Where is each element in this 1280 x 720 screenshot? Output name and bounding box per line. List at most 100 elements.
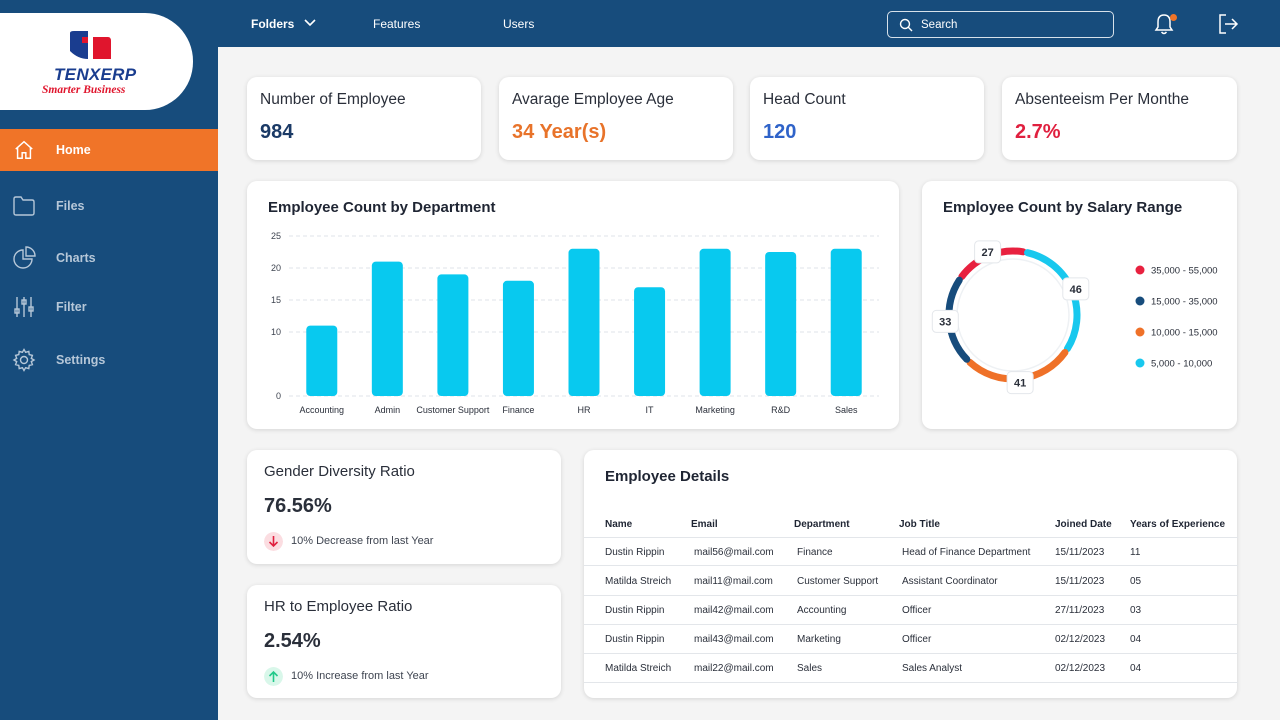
column-header[interactable]: Job Title [899,519,940,530]
cell-job-title: Head of Finance Department [902,547,1031,558]
x-tick-label: Accounting [300,405,345,415]
cell-name: Matilda Streich [605,663,672,674]
sidebar-item-files[interactable]: Files [0,185,218,227]
table-row[interactable]: Dustin Rippin mail43@mail.com Marketing … [584,625,1238,654]
ratio-title: HR to Employee Ratio [264,598,413,615]
bar-hr[interactable] [568,248,600,396]
x-tick-label: IT [646,405,655,415]
chevron-down-icon[interactable] [304,18,316,27]
kpi-title: Absenteeism Per Monthe [1015,91,1190,108]
sidebar-item-home[interactable]: Home [0,129,218,171]
nav-users[interactable]: Users [503,17,535,31]
y-tick-label: 15 [271,295,281,305]
slice-value-label: 46 [1070,284,1082,296]
slice-label-box [974,240,1002,264]
bar-marketing[interactable] [699,248,731,396]
kpi-card-absenteeism: Absenteeism Per Monthe 2.7% [1002,77,1237,160]
table-row[interactable]: Dustin Rippin mail56@mail.com Finance He… [584,537,1238,566]
nav-features[interactable]: Features [373,17,421,31]
sidebar-item-settings[interactable]: Settings [0,339,218,381]
cell-email: mail22@mail.com [694,663,774,674]
bar-finance[interactable] [502,280,534,396]
filter-sliders-icon [12,295,36,319]
folder-icon [12,194,36,218]
slice-label-box [931,309,959,333]
column-header[interactable]: Department [794,519,850,530]
cell-experience: 04 [1130,634,1142,645]
cell-department: Marketing [797,634,841,645]
legend-swatch [1135,358,1145,368]
sidebar: TENXERP Smarter Business Home Files Char… [0,0,218,720]
logout-icon[interactable] [1217,13,1239,35]
x-tick-label: HR [578,405,591,415]
column-header[interactable]: Email [691,519,718,530]
ratio-trend-note: 10% Decrease from last Year [291,535,434,547]
kpi-title: Number of Employee [260,91,406,108]
bar-admin[interactable] [371,261,403,396]
bar-customer-support[interactable] [437,274,469,396]
x-tick-label: Customer Support [416,405,490,415]
arrow-down-icon [264,532,283,551]
y-tick-label: 20 [271,263,281,273]
cell-department: Accounting [797,605,847,616]
legend-label: 5,000 - 10,000 [1151,359,1212,370]
donut-slice[interactable] [1024,249,1081,353]
ratio-title: Gender Diversity Ratio [264,463,415,480]
sidebar-item-label: Filter [56,300,87,314]
kpi-title: Head Count [763,91,846,108]
sidebar-item-charts[interactable]: Charts [0,237,218,279]
brand-logo[interactable]: TENXERP Smarter Business [0,13,193,110]
table-row[interactable]: Matilda Streich mail11@mail.com Customer… [584,567,1238,596]
x-tick-label: Marketing [695,405,735,415]
cell-job-title: Assistant Coordinator [902,576,998,587]
cell-name: Dustin Rippin [605,634,665,645]
table-row[interactable]: Dustin Rippin mail42@mail.com Accounting… [584,596,1238,625]
cell-email: mail56@mail.com [694,547,774,558]
column-header[interactable]: Years of Experience [1130,519,1226,530]
slice-label-box [1062,277,1090,301]
bell-icon[interactable] [1154,13,1174,35]
cell-experience: 05 [1130,576,1142,587]
hr-ratio-card: HR to Employee Ratio 2.54% 10% Increase … [247,585,561,698]
sidebar-item-label: Files [56,199,85,213]
department-bar-chart: 0 10 15 20 25 Accounting Admin Customer Support… [271,231,879,415]
kpi-card-headcount: Head Count 120 [750,77,984,160]
arrow-up-icon [264,667,283,686]
column-header[interactable]: Name [605,519,633,530]
bar-sales[interactable] [830,248,862,396]
sidebar-item-filter[interactable]: Filter [0,286,218,328]
kpi-value: 984 [260,121,294,143]
ratio-value: 76.56% [264,495,332,517]
ratio-trend-note: 10% Increase from last Year [291,670,429,682]
legend-swatch [1135,296,1145,306]
search-icon [899,18,913,32]
cell-department: Finance [797,547,833,558]
legend-label: 15,000 - 35,000 [1151,297,1218,308]
search-input[interactable] [921,16,1101,34]
y-tick-label: 10 [271,327,281,337]
bar-r-d[interactable] [765,252,797,396]
nav-folders[interactable]: Folders [251,17,295,31]
top-navbar: Folders Features Users [218,0,1280,47]
employee-details-card: Employee Details Name Email Department J… [584,450,1238,698]
donut-inner-ring [956,258,1070,372]
column-header[interactable]: Joined Date [1055,519,1112,530]
legend-swatch [1135,265,1145,275]
cell-email: mail11@mail.com [694,576,773,587]
table-row[interactable]: Matilda Streich mail22@mail.com Sales Sa… [584,654,1238,683]
cell-department: Customer Support [797,576,879,587]
cell-experience: 03 [1130,605,1142,616]
legend-label: 35,000 - 55,000 [1151,266,1218,277]
cell-job-title: Officer [902,634,932,645]
cell-name: Matilda Streich [605,576,672,587]
bar-accounting[interactable] [306,325,338,396]
legend-swatch [1135,327,1145,337]
salary-donut-chart: 27 46 41 33 35,000 - 55,000 15,000 - 35,000 10… [931,240,1218,395]
bar-it[interactable] [634,287,666,396]
cell-experience: 11 [1130,547,1141,558]
x-tick-label: Finance [502,405,534,415]
cell-name: Dustin Rippin [605,547,665,558]
cell-email: mail42@mail.com [694,605,774,616]
search-box[interactable] [887,11,1114,38]
cell-joined-date: 02/12/2023 [1055,663,1106,674]
